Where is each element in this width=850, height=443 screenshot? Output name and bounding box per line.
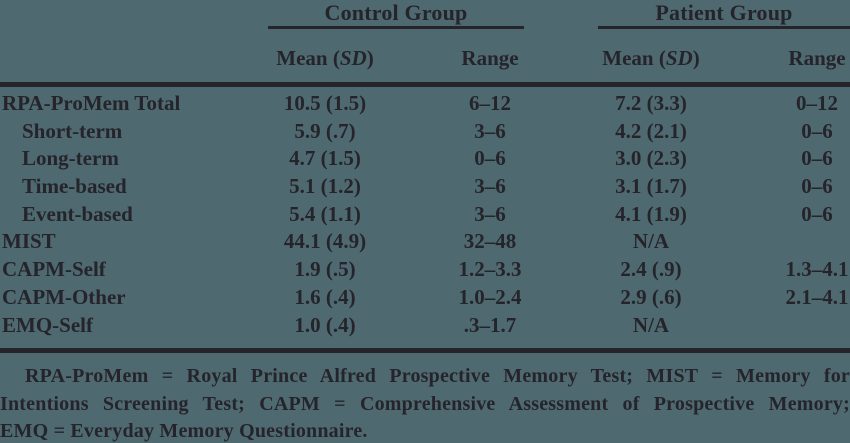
cell-patient-range: 0–12: [796, 91, 838, 115]
cell-control-range: 6–12: [469, 91, 511, 115]
header-divider-rule: [0, 82, 850, 87]
cell-patient-range: 2.1–4.1: [785, 284, 849, 309]
group-header-control: Control Group: [324, 0, 468, 25]
cell-patient-range: [717, 228, 850, 256]
cell-control-mean: 5.4 (1.1): [289, 201, 361, 226]
cell-patient-mean: N/A: [632, 229, 670, 254]
table-bottom-rule: [0, 348, 850, 353]
cell-control-mean: 1.0 (.4): [294, 312, 356, 337]
row-label: RPA-ProMem Total: [2, 91, 181, 115]
patient-group-spanner-rule: [598, 26, 850, 29]
row-label: MIST: [2, 229, 56, 254]
cell-patient-range: 0–6: [801, 146, 833, 171]
cell-control-range: 0–6: [474, 146, 506, 171]
column-header-patient-mean: Mean (SD): [602, 46, 700, 70]
cell-control-range: .3–1.7: [463, 312, 517, 337]
cell-patient-mean: 4.2 (2.1): [615, 118, 687, 143]
footnote-line: EMQ = Everyday Memory Questionnaire.: [0, 420, 368, 442]
control-group-spanner-rule: [268, 26, 524, 29]
row-label: Long-term: [22, 146, 119, 171]
row-label: CAPM-Other: [2, 284, 126, 309]
column-header-control-range: Range: [461, 46, 519, 70]
column-header-empty: [0, 44, 255, 72]
cell-control-mean: 5.9 (.7): [294, 118, 356, 143]
column-header-control-mean: Mean (SD): [276, 46, 374, 70]
row-label: Short-term: [22, 118, 123, 143]
cell-control-range: 1.0–2.4: [458, 284, 522, 309]
cell-patient-mean: 2.4 (.9): [620, 257, 682, 282]
cell-patient-range: 0–6: [801, 118, 833, 143]
cell-control-mean: 10.5 (1.5): [283, 91, 367, 115]
cell-control-range: 32–48: [463, 229, 517, 254]
cell-patient-range: [717, 312, 850, 340]
cell-patient-range: 0–6: [801, 201, 833, 226]
cell-patient-mean: 3.0 (2.3): [615, 146, 687, 171]
cell-control-range: 3–6: [474, 118, 506, 143]
footnote-line: Intentions Screening Test; CAPM = Compre…: [0, 392, 850, 415]
cell-patient-mean: 3.1 (1.7): [615, 174, 687, 199]
table-footnote: RPA-ProMem = Royal Prince Alfred Prospec…: [0, 363, 850, 443]
cell-control-mean: 1.6 (.4): [294, 284, 356, 309]
cell-patient-mean: 7.2 (3.3): [615, 91, 687, 115]
cell-patient-range: 1.3–4.1: [785, 257, 849, 282]
group-header-patient: Patient Group: [655, 0, 793, 25]
cell-control-mean: 5.1 (1.2): [289, 174, 361, 199]
cell-patient-mean: 4.1 (1.9): [615, 201, 687, 226]
cell-control-range: 3–6: [474, 174, 506, 199]
cell-control-mean: 4.7 (1.5): [289, 146, 361, 171]
cell-control-mean: 44.1 (4.9): [283, 229, 367, 254]
row-label: EMQ-Self: [2, 312, 93, 337]
cell-control-range: 1.2–3.3: [458, 257, 522, 282]
row-label: Event-based: [22, 201, 133, 226]
cell-patient-mean: N/A: [632, 312, 670, 337]
cell-patient-mean: 2.9 (.6): [620, 284, 682, 309]
cell-control-range: 3–6: [474, 201, 506, 226]
column-header-patient-range: Range: [788, 46, 846, 70]
row-label: Time-based: [22, 174, 127, 199]
row-label: CAPM-Self: [2, 257, 106, 282]
cell-patient-range: 0–6: [801, 174, 833, 199]
table-body: RPA-ProMem Total 10.5 (1.5) 6–12 7.2 (3.…: [0, 90, 850, 339]
footnote-line: RPA-ProMem = Royal Prince Alfred Prospec…: [25, 365, 850, 387]
cell-control-mean: 1.9 (.5): [294, 257, 356, 282]
column-header-row: Mean (SD) Range Mean (SD) Range: [0, 44, 850, 72]
